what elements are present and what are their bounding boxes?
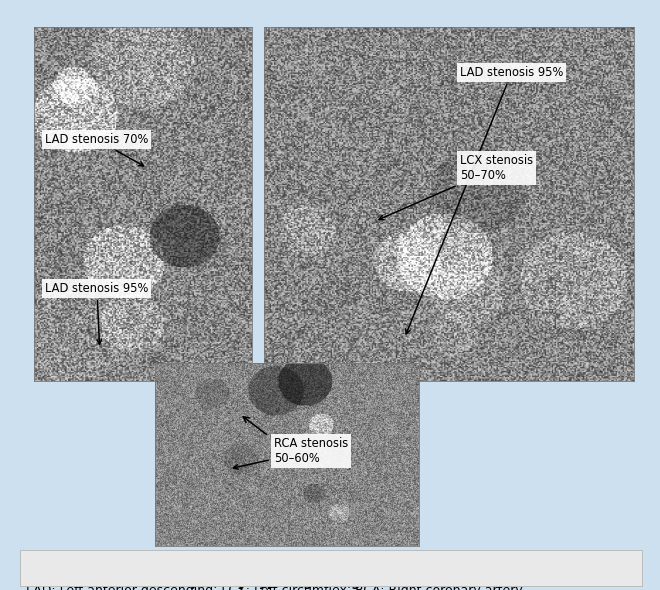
Text: LCX stenosis
50–70%: LCX stenosis 50–70% [379,154,533,219]
Text: and revascularization options that could be either percutaneous coronary: and revascularization options that could… [26,569,545,582]
Text: intervention or coronary artery bypass grafting.: intervention or coronary artery bypass g… [26,576,365,589]
Text: LAD stenosis 70%: LAD stenosis 70% [45,133,148,166]
Text: Figure 3. Angiography of a 76-year-old diabetic female patient with triple: Figure 3. Angiography of a 76-year-old d… [26,553,544,566]
Text: LAD: Left anterior descending; LCX: Left circumflex; RCA: Right coronary artery.: LAD: Left anterior descending; LCX: Left… [26,584,525,590]
Text: LAD stenosis 95%: LAD stenosis 95% [45,282,148,344]
FancyBboxPatch shape [20,550,642,586]
Text: vessel coronary disease, SYNTAX score = 27, surgical EuroSCORE = 3.7%: vessel coronary disease, SYNTAX score = … [26,561,540,574]
Text: LAD stenosis 95%: LAD stenosis 95% [406,66,563,334]
Text: RCA stenosis
50–60%: RCA stenosis 50–60% [234,437,348,469]
